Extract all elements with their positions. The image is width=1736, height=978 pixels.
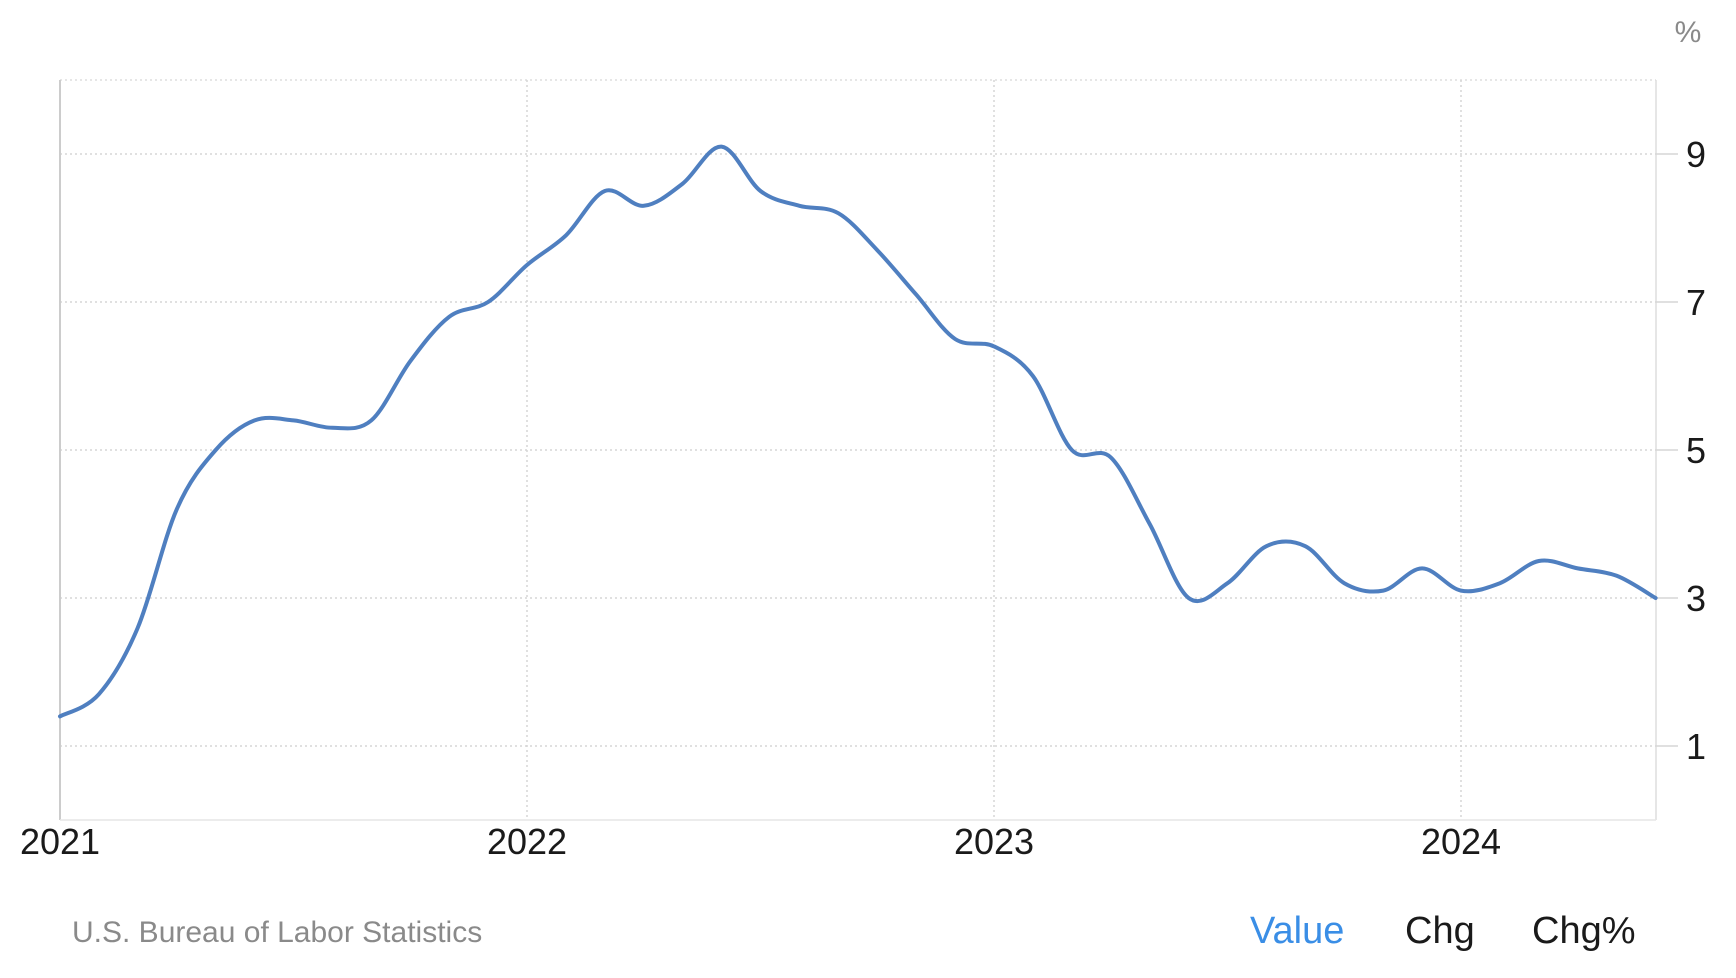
data-point[interactable]	[443, 311, 455, 323]
data-point[interactable]	[1494, 577, 1506, 589]
data-point[interactable]	[54, 710, 66, 722]
data-point[interactable]	[326, 422, 338, 434]
tab-chg-percent[interactable]: Chg%	[1532, 910, 1636, 952]
x-tick-label: 2021	[20, 821, 100, 862]
data-point[interactable]	[949, 333, 961, 345]
data-point[interactable]	[560, 229, 572, 241]
axes: 1 3 5 7 9 2021 2022 2023 2024	[20, 80, 1706, 862]
data-point[interactable]	[871, 244, 883, 256]
x-tick-label: 2022	[487, 821, 567, 862]
data-point[interactable]	[171, 503, 183, 515]
data-point[interactable]	[1027, 370, 1039, 382]
data-point[interactable]	[1416, 562, 1428, 574]
y-unit-label: %	[1675, 16, 1702, 49]
data-point[interactable]	[210, 444, 222, 456]
data-point[interactable]	[793, 200, 805, 212]
y-tick-label: 9	[1686, 134, 1706, 175]
data-point[interactable]	[132, 622, 144, 634]
data-point[interactable]	[1066, 444, 1078, 456]
data-point[interactable]	[677, 178, 689, 190]
x-tick-label: 2024	[1421, 821, 1501, 862]
data-point[interactable]	[1144, 518, 1156, 530]
y-tick-label: 5	[1686, 430, 1706, 471]
data-point[interactable]	[1338, 577, 1350, 589]
data-point[interactable]	[638, 200, 650, 212]
tab-value[interactable]: Value	[1250, 910, 1345, 952]
series-line	[58, 144, 1658, 719]
source-label: U.S. Bureau of Labor Statistics	[72, 916, 483, 949]
data-point[interactable]	[755, 185, 767, 197]
data-point[interactable]	[1222, 577, 1234, 589]
data-point[interactable]	[93, 688, 105, 700]
data-point[interactable]	[249, 414, 261, 426]
data-point[interactable]	[1105, 451, 1117, 463]
x-tick-label: 2023	[954, 821, 1034, 862]
y-tick-label: 7	[1686, 282, 1706, 323]
data-point[interactable]	[1299, 540, 1311, 552]
data-point[interactable]	[832, 207, 844, 219]
y-tick-label: 3	[1686, 578, 1706, 619]
data-point[interactable]	[521, 259, 533, 271]
data-point[interactable]	[1611, 570, 1623, 582]
data-point[interactable]	[288, 414, 300, 426]
data-point[interactable]	[1377, 585, 1389, 597]
data-point[interactable]	[910, 289, 922, 301]
data-point[interactable]	[365, 414, 377, 426]
data-point[interactable]	[1533, 555, 1545, 567]
y-tick-label: 1	[1686, 726, 1706, 767]
data-point[interactable]	[988, 340, 1000, 352]
grid	[59, 79, 1678, 820]
series-layer	[54, 141, 1662, 722]
data-point[interactable]	[1183, 592, 1195, 604]
data-point[interactable]	[716, 141, 728, 153]
tab-chg[interactable]: Chg	[1405, 910, 1475, 952]
data-point[interactable]	[1455, 585, 1467, 597]
data-point[interactable]	[482, 296, 494, 308]
data-point[interactable]	[1650, 592, 1662, 604]
data-point[interactable]	[1260, 540, 1272, 552]
data-point[interactable]	[599, 185, 611, 197]
data-point[interactable]	[404, 355, 416, 367]
data-point[interactable]	[1572, 562, 1584, 574]
